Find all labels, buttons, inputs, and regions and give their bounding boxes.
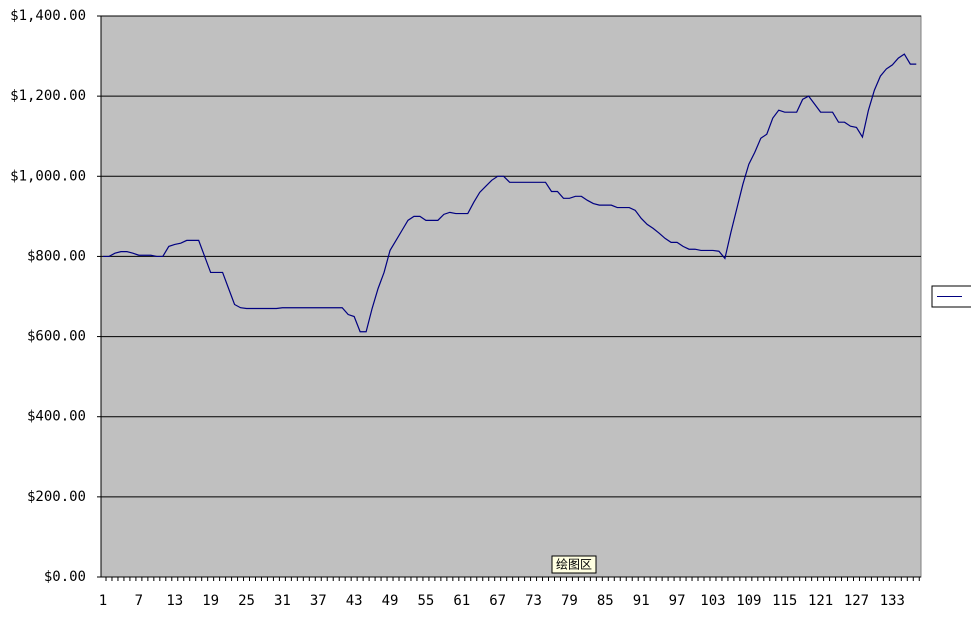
y-tick-label: $800.00 (27, 248, 86, 264)
y-tick-label: $0.00 (44, 569, 86, 585)
data-line (103, 53, 917, 333)
x-tick-label: 97 (669, 593, 686, 609)
x-tick-label: 91 (633, 593, 650, 609)
x-tick-label: 19 (202, 593, 219, 609)
x-tick-label: 25 (238, 593, 255, 609)
x-tick-label: 133 (880, 593, 905, 609)
plot-area (100, 15, 922, 578)
x-tick-label: 115 (772, 593, 797, 609)
x-tick-label: 31 (274, 593, 291, 609)
x-tick-label: 73 (525, 593, 542, 609)
y-tick-label: $1,400.00 (10, 8, 86, 24)
annotation-box (551, 555, 597, 574)
x-tick-label: 43 (346, 593, 363, 609)
x-tick-label: 13 (166, 593, 183, 609)
y-tick-label: $1,200.00 (10, 88, 86, 104)
x-tick-label: 67 (489, 593, 506, 609)
x-tick-label: 127 (844, 593, 869, 609)
x-tick-label: 1 (99, 593, 107, 609)
x-tick-label: 85 (597, 593, 614, 609)
y-tick-label: $200.00 (27, 489, 86, 505)
y-tick-label: $400.00 (27, 409, 86, 425)
x-tick-label: 61 (453, 593, 470, 609)
x-tick-label: 121 (808, 593, 833, 609)
x-tick-label: 79 (561, 593, 578, 609)
annotation: 绘图区 (551, 555, 597, 574)
x-tick-label: 49 (382, 593, 399, 609)
x-tick-label: 103 (700, 593, 725, 609)
x-tick-label: 37 (310, 593, 327, 609)
x-tick-label: 7 (135, 593, 143, 609)
y-tick-label: $1,000.00 (10, 168, 86, 184)
x-tick-label: 109 (736, 593, 761, 609)
y-tick-label: $600.00 (27, 329, 86, 345)
x-tick-label: 55 (417, 593, 434, 609)
annotation-text: 绘图区 (556, 557, 592, 572)
